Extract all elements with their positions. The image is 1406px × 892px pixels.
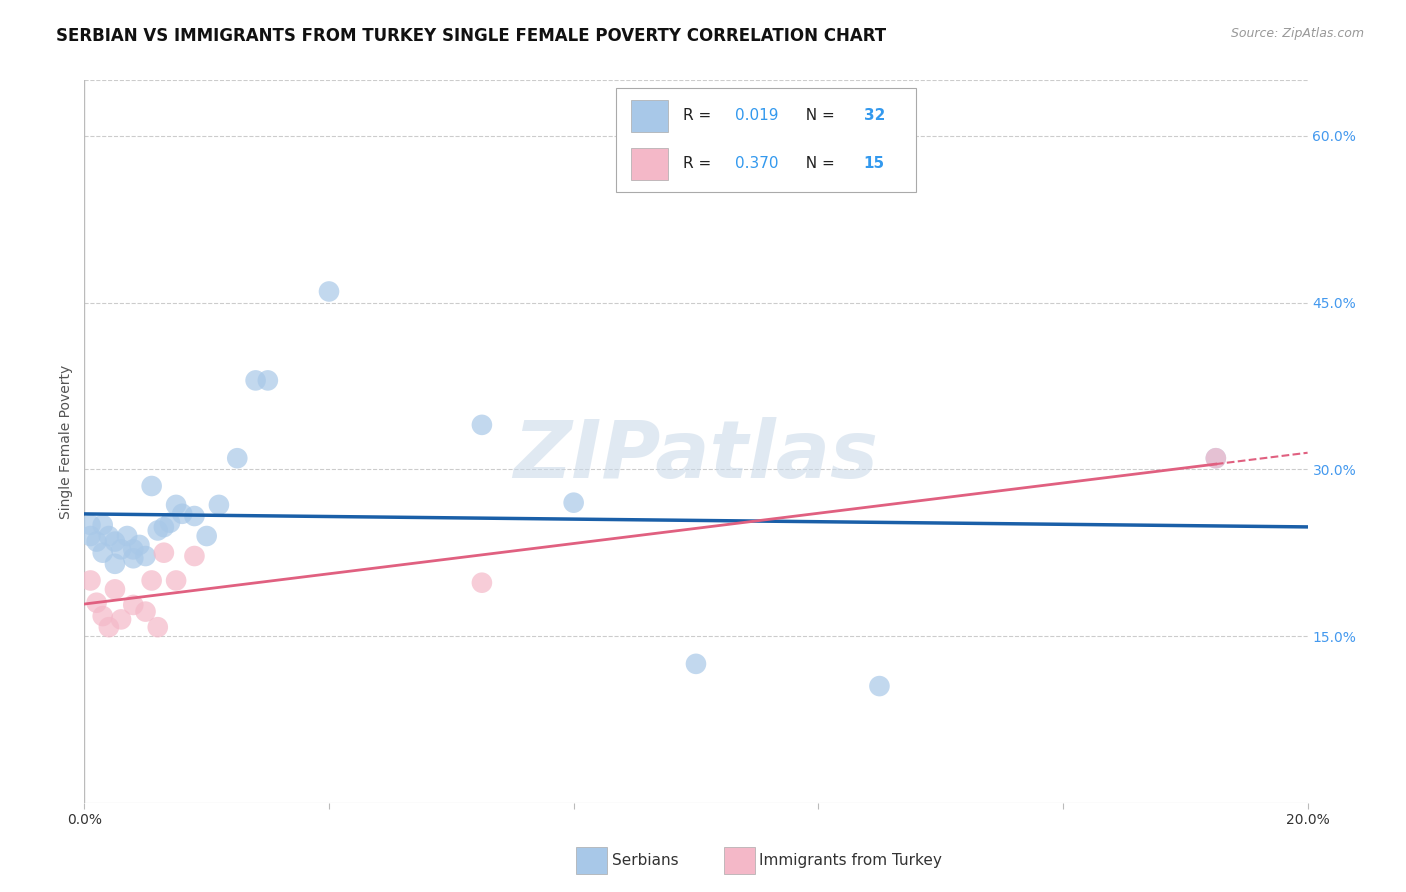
Text: 0.370: 0.370 bbox=[735, 156, 779, 171]
Text: R =: R = bbox=[682, 156, 716, 171]
Point bbox=[245, 373, 267, 387]
Point bbox=[141, 479, 163, 493]
Bar bbox=[631, 100, 668, 132]
Point bbox=[122, 542, 145, 557]
Y-axis label: Single Female Poverty: Single Female Poverty bbox=[59, 365, 73, 518]
Point bbox=[471, 417, 494, 432]
Point bbox=[79, 517, 101, 532]
Point bbox=[79, 574, 101, 588]
Point bbox=[97, 529, 120, 543]
Text: N =: N = bbox=[796, 156, 839, 171]
Point bbox=[226, 451, 249, 466]
Point bbox=[685, 657, 707, 671]
Text: Source: ZipAtlas.com: Source: ZipAtlas.com bbox=[1230, 27, 1364, 40]
Point bbox=[91, 546, 114, 560]
Point bbox=[110, 612, 132, 626]
Point bbox=[562, 496, 585, 510]
Point bbox=[318, 285, 340, 299]
Text: 15: 15 bbox=[863, 156, 884, 171]
Point bbox=[86, 534, 108, 549]
Point bbox=[869, 679, 891, 693]
Point bbox=[91, 517, 114, 532]
Bar bbox=[631, 148, 668, 180]
Point bbox=[86, 596, 108, 610]
Point bbox=[1205, 451, 1227, 466]
Point bbox=[91, 609, 114, 624]
Point bbox=[110, 542, 132, 557]
Point bbox=[159, 516, 181, 530]
Point bbox=[135, 549, 157, 563]
Point bbox=[195, 529, 218, 543]
Point bbox=[257, 373, 280, 387]
Bar bbox=[616, 87, 917, 193]
Point bbox=[165, 574, 187, 588]
Text: ZIPatlas: ZIPatlas bbox=[513, 417, 879, 495]
Text: Immigrants from Turkey: Immigrants from Turkey bbox=[759, 854, 942, 868]
Point bbox=[122, 598, 145, 612]
Text: N =: N = bbox=[796, 108, 839, 123]
Point bbox=[97, 620, 120, 634]
Point bbox=[115, 529, 138, 543]
Text: Serbians: Serbians bbox=[612, 854, 678, 868]
Point bbox=[183, 508, 205, 523]
Point bbox=[104, 582, 127, 597]
Point bbox=[153, 520, 176, 534]
Point bbox=[135, 605, 157, 619]
Point bbox=[1205, 451, 1227, 466]
Point bbox=[104, 557, 127, 571]
Point bbox=[471, 575, 494, 590]
Point bbox=[153, 546, 176, 560]
Point bbox=[208, 498, 231, 512]
Text: SERBIAN VS IMMIGRANTS FROM TURKEY SINGLE FEMALE POVERTY CORRELATION CHART: SERBIAN VS IMMIGRANTS FROM TURKEY SINGLE… bbox=[56, 27, 886, 45]
Point bbox=[122, 551, 145, 566]
Text: R =: R = bbox=[682, 108, 716, 123]
Point bbox=[146, 620, 169, 634]
Point bbox=[172, 507, 194, 521]
Text: 32: 32 bbox=[863, 108, 884, 123]
Point bbox=[146, 524, 169, 538]
Point bbox=[104, 534, 127, 549]
Point bbox=[165, 498, 187, 512]
Text: 0.019: 0.019 bbox=[735, 108, 779, 123]
Point bbox=[183, 549, 205, 563]
Point bbox=[128, 538, 150, 552]
Point bbox=[141, 574, 163, 588]
Point bbox=[79, 529, 101, 543]
